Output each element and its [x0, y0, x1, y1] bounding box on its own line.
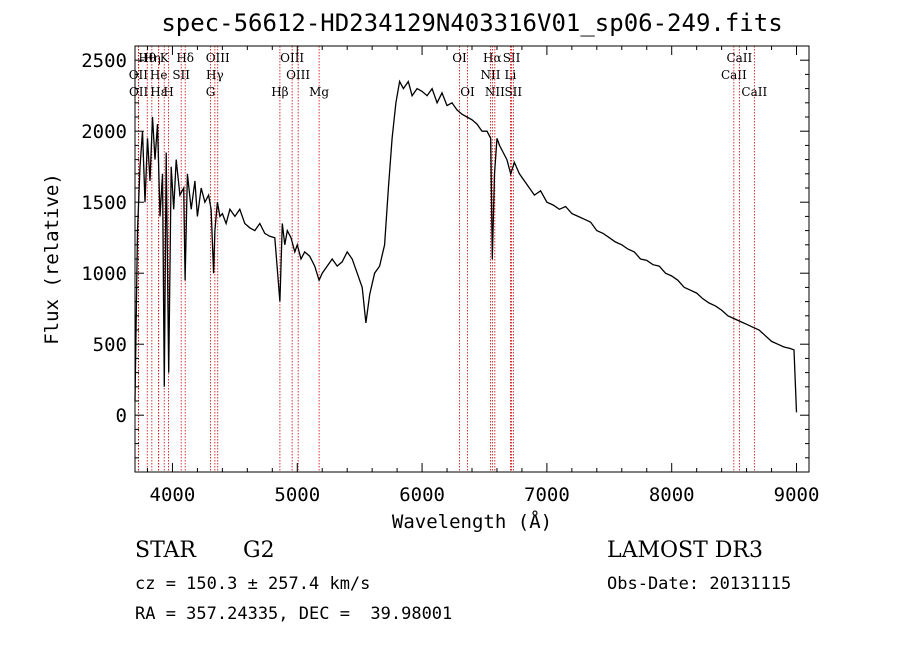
plot-frame [134, 45, 810, 473]
x-tick-label: 8000 [649, 484, 695, 506]
line-marker-label: OI [460, 85, 475, 99]
line-marker-label: CaII [741, 85, 767, 99]
line-marker-label: Hα [483, 51, 502, 65]
line-marker-label: Hε [150, 85, 167, 99]
x-tick-label: 7000 [524, 484, 570, 506]
line-marker-label: Hβ [271, 85, 288, 99]
line-marker-label: OII [129, 68, 149, 82]
line-marker-label: CaII [721, 68, 747, 82]
x-tick-label: 9000 [774, 484, 820, 506]
line-marker-label: OIII [280, 51, 304, 65]
line-marker-label: Hγ [206, 68, 224, 82]
object-class: STAR [135, 538, 196, 563]
line-marker-label: Mg [309, 85, 329, 99]
y-tick-label: 1500 [81, 192, 127, 214]
survey-name: LAMOST DR3 [607, 538, 763, 563]
redshift-cz: cz = 150.3 ± 257.4 km/s [135, 574, 371, 594]
observation-date: Obs-Date: 20131115 [607, 574, 792, 594]
line-marker-label: H [163, 85, 173, 99]
y-tick-label: 0 [116, 405, 127, 427]
line-marker-label: SII [504, 85, 522, 99]
line-marker-label: NII [480, 68, 500, 82]
line-marker-label: SII [172, 68, 190, 82]
coordinates: RA = 357.24335, DEC = 39.98001 [135, 604, 453, 624]
line-marker-label: K [160, 51, 170, 65]
line-marker-label: SII [503, 51, 521, 65]
x-tick-label: 6000 [399, 484, 445, 506]
chart-title: spec-56612-HD234129N403316V01_sp06-249.f… [161, 9, 782, 37]
line-marker-label: G [206, 85, 216, 99]
line-marker-label: OIII [286, 68, 310, 82]
line-marker-label: Hη [143, 51, 161, 65]
line-marker-label: OI [452, 51, 467, 65]
line-marker-label: CaII [726, 51, 752, 65]
y-tick-label: 500 [93, 334, 127, 356]
line-marker-label: OII [129, 85, 149, 99]
object-subclass: G2 [243, 538, 275, 563]
line-marker-label: Li [505, 68, 517, 82]
line-marker-label: OIII [206, 51, 230, 65]
line-marker-label: Hδ [176, 51, 194, 65]
y-tick-label: 1000 [81, 263, 127, 285]
x-axis-label: Wavelength (Å) [392, 510, 552, 533]
y-axis: 0 500 1000 1500 2000 2500 [81, 45, 809, 459]
x-tick-label: 5000 [274, 484, 320, 506]
y-tick-label: 2500 [81, 50, 127, 72]
y-tick-label: 2000 [81, 121, 127, 143]
spectrum-line [134, 79, 798, 413]
line-marker-label: He [150, 68, 168, 82]
line-marker-label: NII [485, 85, 505, 99]
y-axis-label: Flux (relative) [41, 173, 63, 345]
x-tick-label: 4000 [150, 484, 196, 506]
x-axis: 4000 5000 6000 7000 8000 9000 [146, 46, 820, 506]
